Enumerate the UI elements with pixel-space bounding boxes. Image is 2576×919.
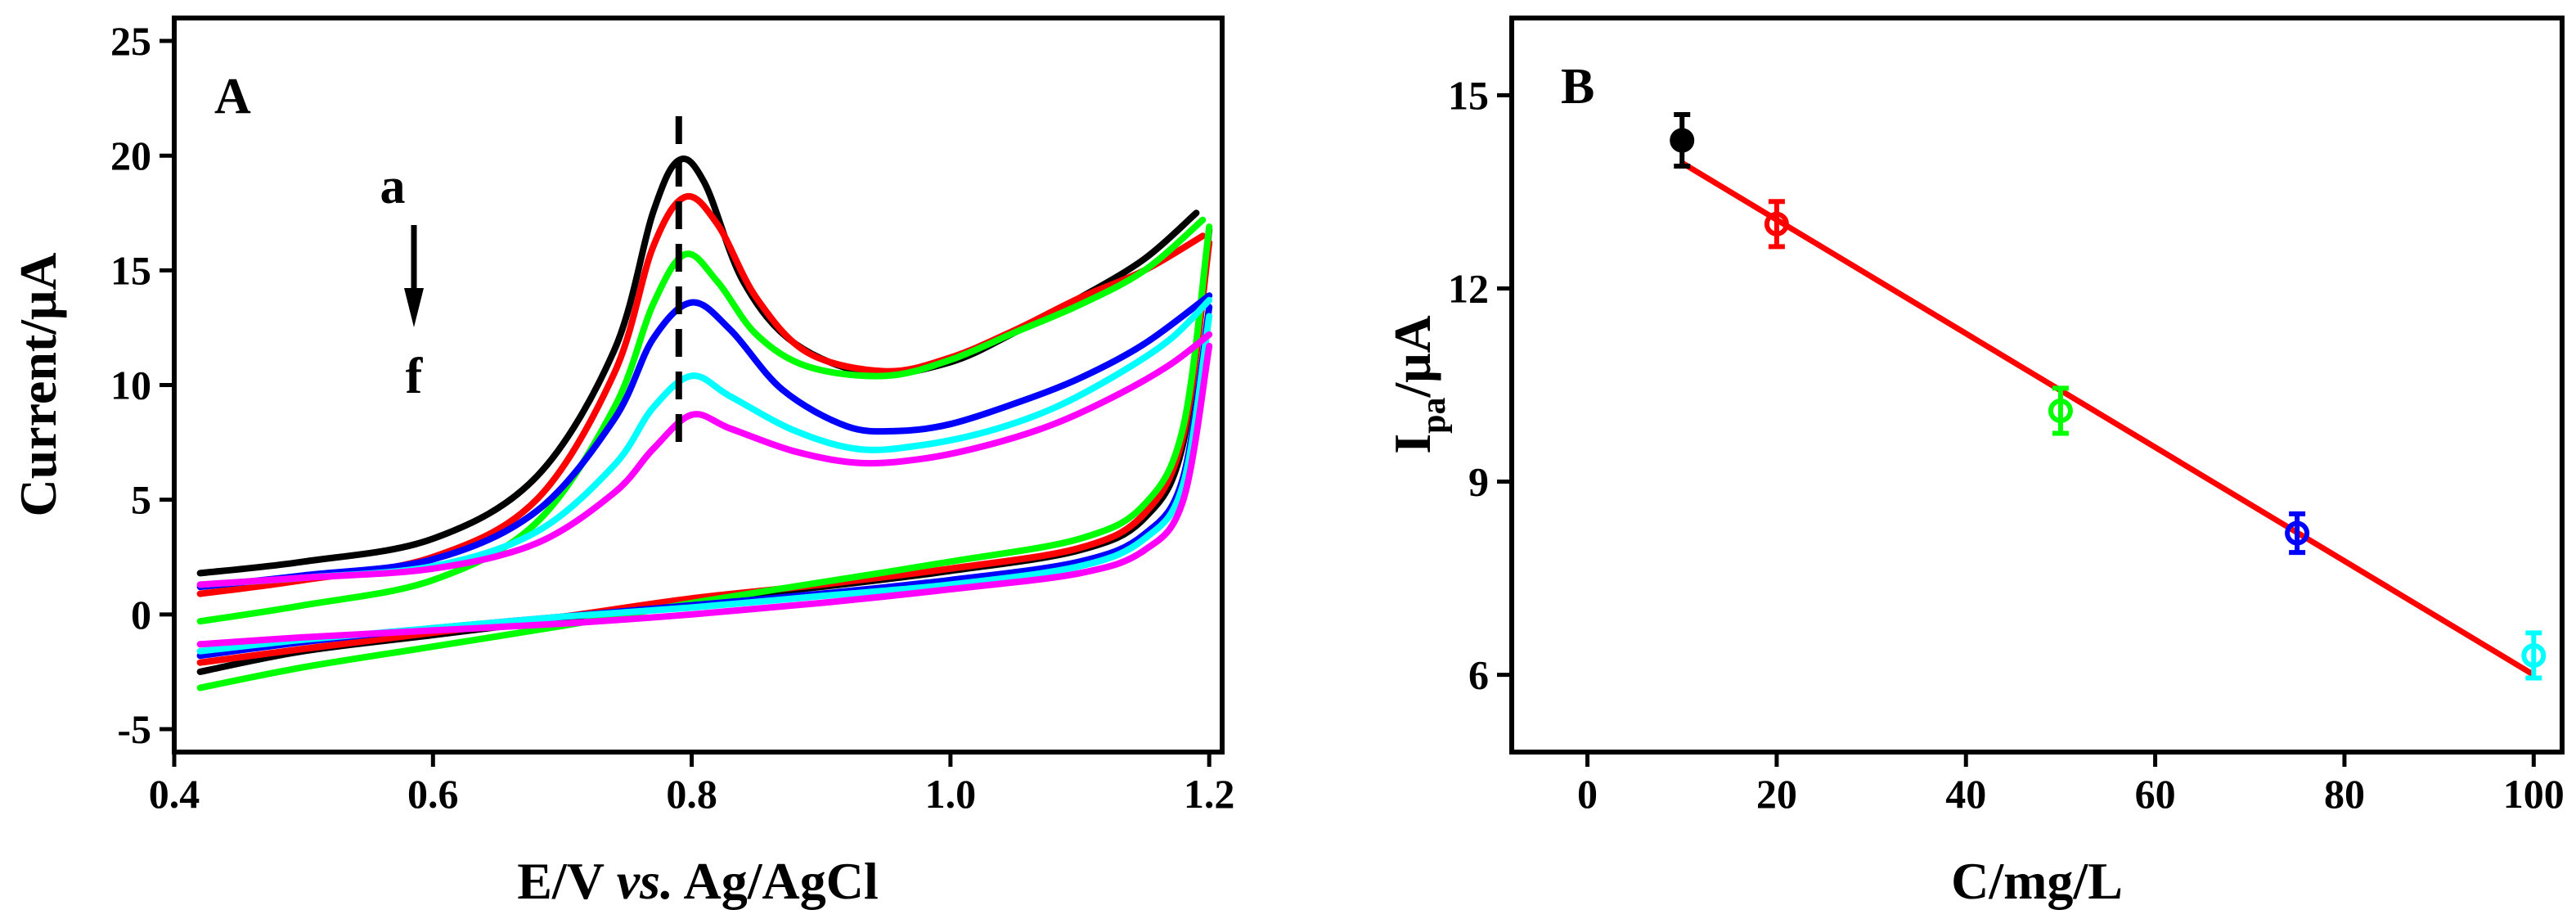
cv-curve-a-forward — [196, 155, 1200, 577]
linear-fit-line — [1680, 160, 2536, 678]
panel-b-ytick-label: 6 — [1468, 652, 1489, 698]
data-point — [1670, 128, 1695, 153]
panel-a-xtick-label: 0.6 — [407, 771, 459, 817]
data-point — [2048, 398, 2073, 423]
panel-b-ylabel-unit: /μA — [1383, 315, 1441, 398]
panel-b-points-group — [1670, 112, 2547, 681]
panel-b-ytick-label: 15 — [1448, 72, 1489, 118]
panel-b-ticks: 0 20 40 60 80 100 6 9 12 15 — [1448, 72, 2565, 817]
annotation-end-label: f — [406, 349, 424, 404]
panel-a-ytick-label: -5 — [117, 706, 151, 752]
cv-curve-f-reverse — [196, 342, 1213, 648]
annotation-arrow-head — [404, 288, 424, 327]
data-point — [2521, 642, 2547, 668]
data-point — [1764, 211, 1789, 237]
panel-a-ytick-label: 10 — [110, 363, 151, 408]
panel-a-cv-plot: 0.4 0.6 0.8 1.0 1.2 -5 0 5 10 15 20 25 A a f E/V vs… — [9, 16, 1234, 910]
panel-b-xtick-label: 60 — [2135, 771, 2176, 817]
cv-curve-f-forward — [196, 331, 1213, 588]
panel-a-xtick-label: 1.2 — [1184, 771, 1235, 817]
panel-b-xtick-label: 0 — [1577, 771, 1598, 817]
panel-b-ylabel-sub: pa — [1415, 398, 1453, 434]
panel-b-ylabel-main: I — [1383, 434, 1441, 454]
panel-a-series-group — [196, 155, 1213, 692]
panel-b-x-axis-label: C/mg/L — [1951, 852, 2123, 910]
panel-b-ytick-label: 9 — [1468, 459, 1489, 505]
panel-b-xtick-label: 100 — [2503, 771, 2565, 817]
cv-curve-d-forward — [196, 292, 1213, 591]
panel-a-xtick-label: 0.4 — [149, 771, 200, 817]
cv-curve-b-forward — [196, 192, 1207, 597]
panel-a-x-axis-label: E/V vs. Ag/AgCl — [517, 852, 879, 910]
cv-curve-c-forward — [196, 216, 1207, 625]
panel-a-xlabel-part-1: E/V — [517, 852, 617, 910]
panel-b-y-axis-label: Ipa/μA — [1383, 315, 1453, 454]
panel-b-xtick-label: 20 — [1756, 771, 1797, 817]
panel-b-xtick-label: 40 — [1945, 771, 1986, 817]
panel-a-ytick-label: 20 — [110, 133, 151, 178]
panel-a-ytick-label: 0 — [131, 592, 151, 637]
panel-a-xlabel-italic: vs. — [617, 852, 673, 910]
panel-a-ytick-label: 15 — [110, 247, 151, 293]
panel-a-xlabel-part-3: Ag/AgCl — [673, 852, 879, 910]
panel-b-xtick-label: 80 — [2324, 771, 2365, 817]
panel-b-ytick-label: 12 — [1448, 265, 1489, 311]
annotation-start-label: a — [380, 159, 406, 214]
panel-a-label: A — [214, 69, 251, 124]
panel-a-ytick-label: 25 — [110, 18, 151, 64]
panel-b-frame — [1509, 16, 2565, 755]
panel-a-xtick-label: 1.0 — [925, 771, 977, 817]
panel-b-calibration-plot: 0 20 40 60 80 100 6 9 12 15 B C/mg/L Ipa/μA — [1383, 16, 2565, 910]
panel-a-ticks: 0.4 0.6 0.8 1.0 1.2 -5 0 5 10 15 20 25 — [110, 18, 1234, 817]
panel-a-y-axis-label: Current/μA — [9, 252, 67, 516]
cv-curve-c-reverse — [196, 223, 1213, 692]
panel-a-ytick-label: 5 — [131, 477, 151, 523]
panel-b-label: B — [1561, 59, 1594, 115]
data-point — [2285, 520, 2310, 546]
panel-a-xtick-label: 0.8 — [666, 771, 717, 817]
